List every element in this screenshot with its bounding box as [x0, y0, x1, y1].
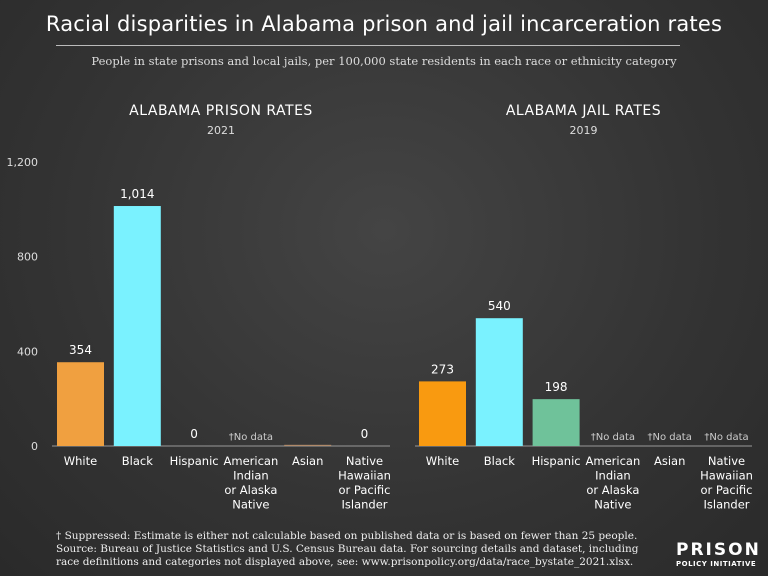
bar: [284, 444, 332, 446]
data-label: †No data: [591, 432, 635, 443]
logo-policy-initiative: POLICY INITIATIVE: [676, 560, 757, 568]
bar: [113, 206, 161, 446]
category-label: Indian: [233, 469, 269, 483]
footnote-source: Source: Bureau of Justice Statistics and…: [56, 543, 639, 555]
footer-notes: † Suppressed: Estimate is either not cal…: [56, 530, 676, 569]
category-label: Indian: [595, 469, 631, 483]
bar: [475, 318, 523, 446]
y-tick-label: 1,200: [7, 156, 39, 169]
category-label: Hawaiian: [700, 469, 753, 483]
data-label: 540: [488, 299, 511, 313]
data-label: 354: [69, 343, 92, 357]
prison-panel-title: ALABAMA PRISON RATES: [129, 103, 313, 119]
logo-prison: PRISON: [676, 540, 761, 560]
category-label: or Alaska: [224, 483, 277, 497]
category-label: Hispanic: [532, 454, 581, 468]
bar: [419, 381, 466, 446]
category-label: Native: [594, 498, 631, 512]
title-divider: [56, 45, 680, 46]
bar: [57, 362, 104, 446]
data-label: †No data: [704, 432, 748, 443]
data-label: 1,014: [120, 187, 154, 201]
bar: [532, 399, 580, 446]
footnote-definitions: race definitions and categories not disp…: [56, 556, 634, 568]
category-label: Native: [708, 454, 745, 468]
data-label: †No data: [229, 432, 273, 443]
category-label: Islander: [703, 498, 749, 512]
category-label: American: [586, 454, 641, 468]
footnote-suppressed: † Suppressed: Estimate is either not cal…: [56, 530, 638, 542]
category-label: Hispanic: [170, 454, 219, 468]
data-label: 0: [190, 427, 198, 441]
category-label: White: [426, 454, 459, 468]
category-label: Black: [122, 454, 153, 468]
category-label: Black: [484, 454, 515, 468]
jail-panel-year: 2019: [569, 124, 598, 137]
category-label: or Pacific: [701, 483, 753, 497]
category-label: American: [224, 454, 279, 468]
category-label: Asian: [654, 454, 685, 468]
jail-panel-title: ALABAMA JAIL RATES: [505, 103, 662, 119]
category-label: Hawaiian: [338, 469, 391, 483]
data-label: 0: [361, 427, 369, 441]
category-label: or Alaska: [586, 483, 639, 497]
category-label: Native: [232, 498, 269, 512]
prison-panel-year: 2021: [207, 124, 235, 137]
category-label: or Pacific: [339, 483, 391, 497]
category-label: White: [64, 454, 97, 468]
category-label: Native: [346, 454, 383, 468]
y-tick-label: 400: [17, 345, 38, 358]
y-tick-label: 0: [31, 440, 38, 453]
data-label: 273: [431, 362, 454, 376]
y-tick-label: 800: [17, 251, 38, 264]
data-label: 198: [545, 380, 568, 394]
category-label: Islander: [341, 498, 387, 512]
category-label: Asian: [292, 454, 323, 468]
chart-title: Racial disparities in Alabama prison and…: [45, 12, 723, 36]
data-label: †No data: [648, 432, 692, 443]
chart-subtitle: People in state prisons and local jails,…: [91, 54, 677, 68]
